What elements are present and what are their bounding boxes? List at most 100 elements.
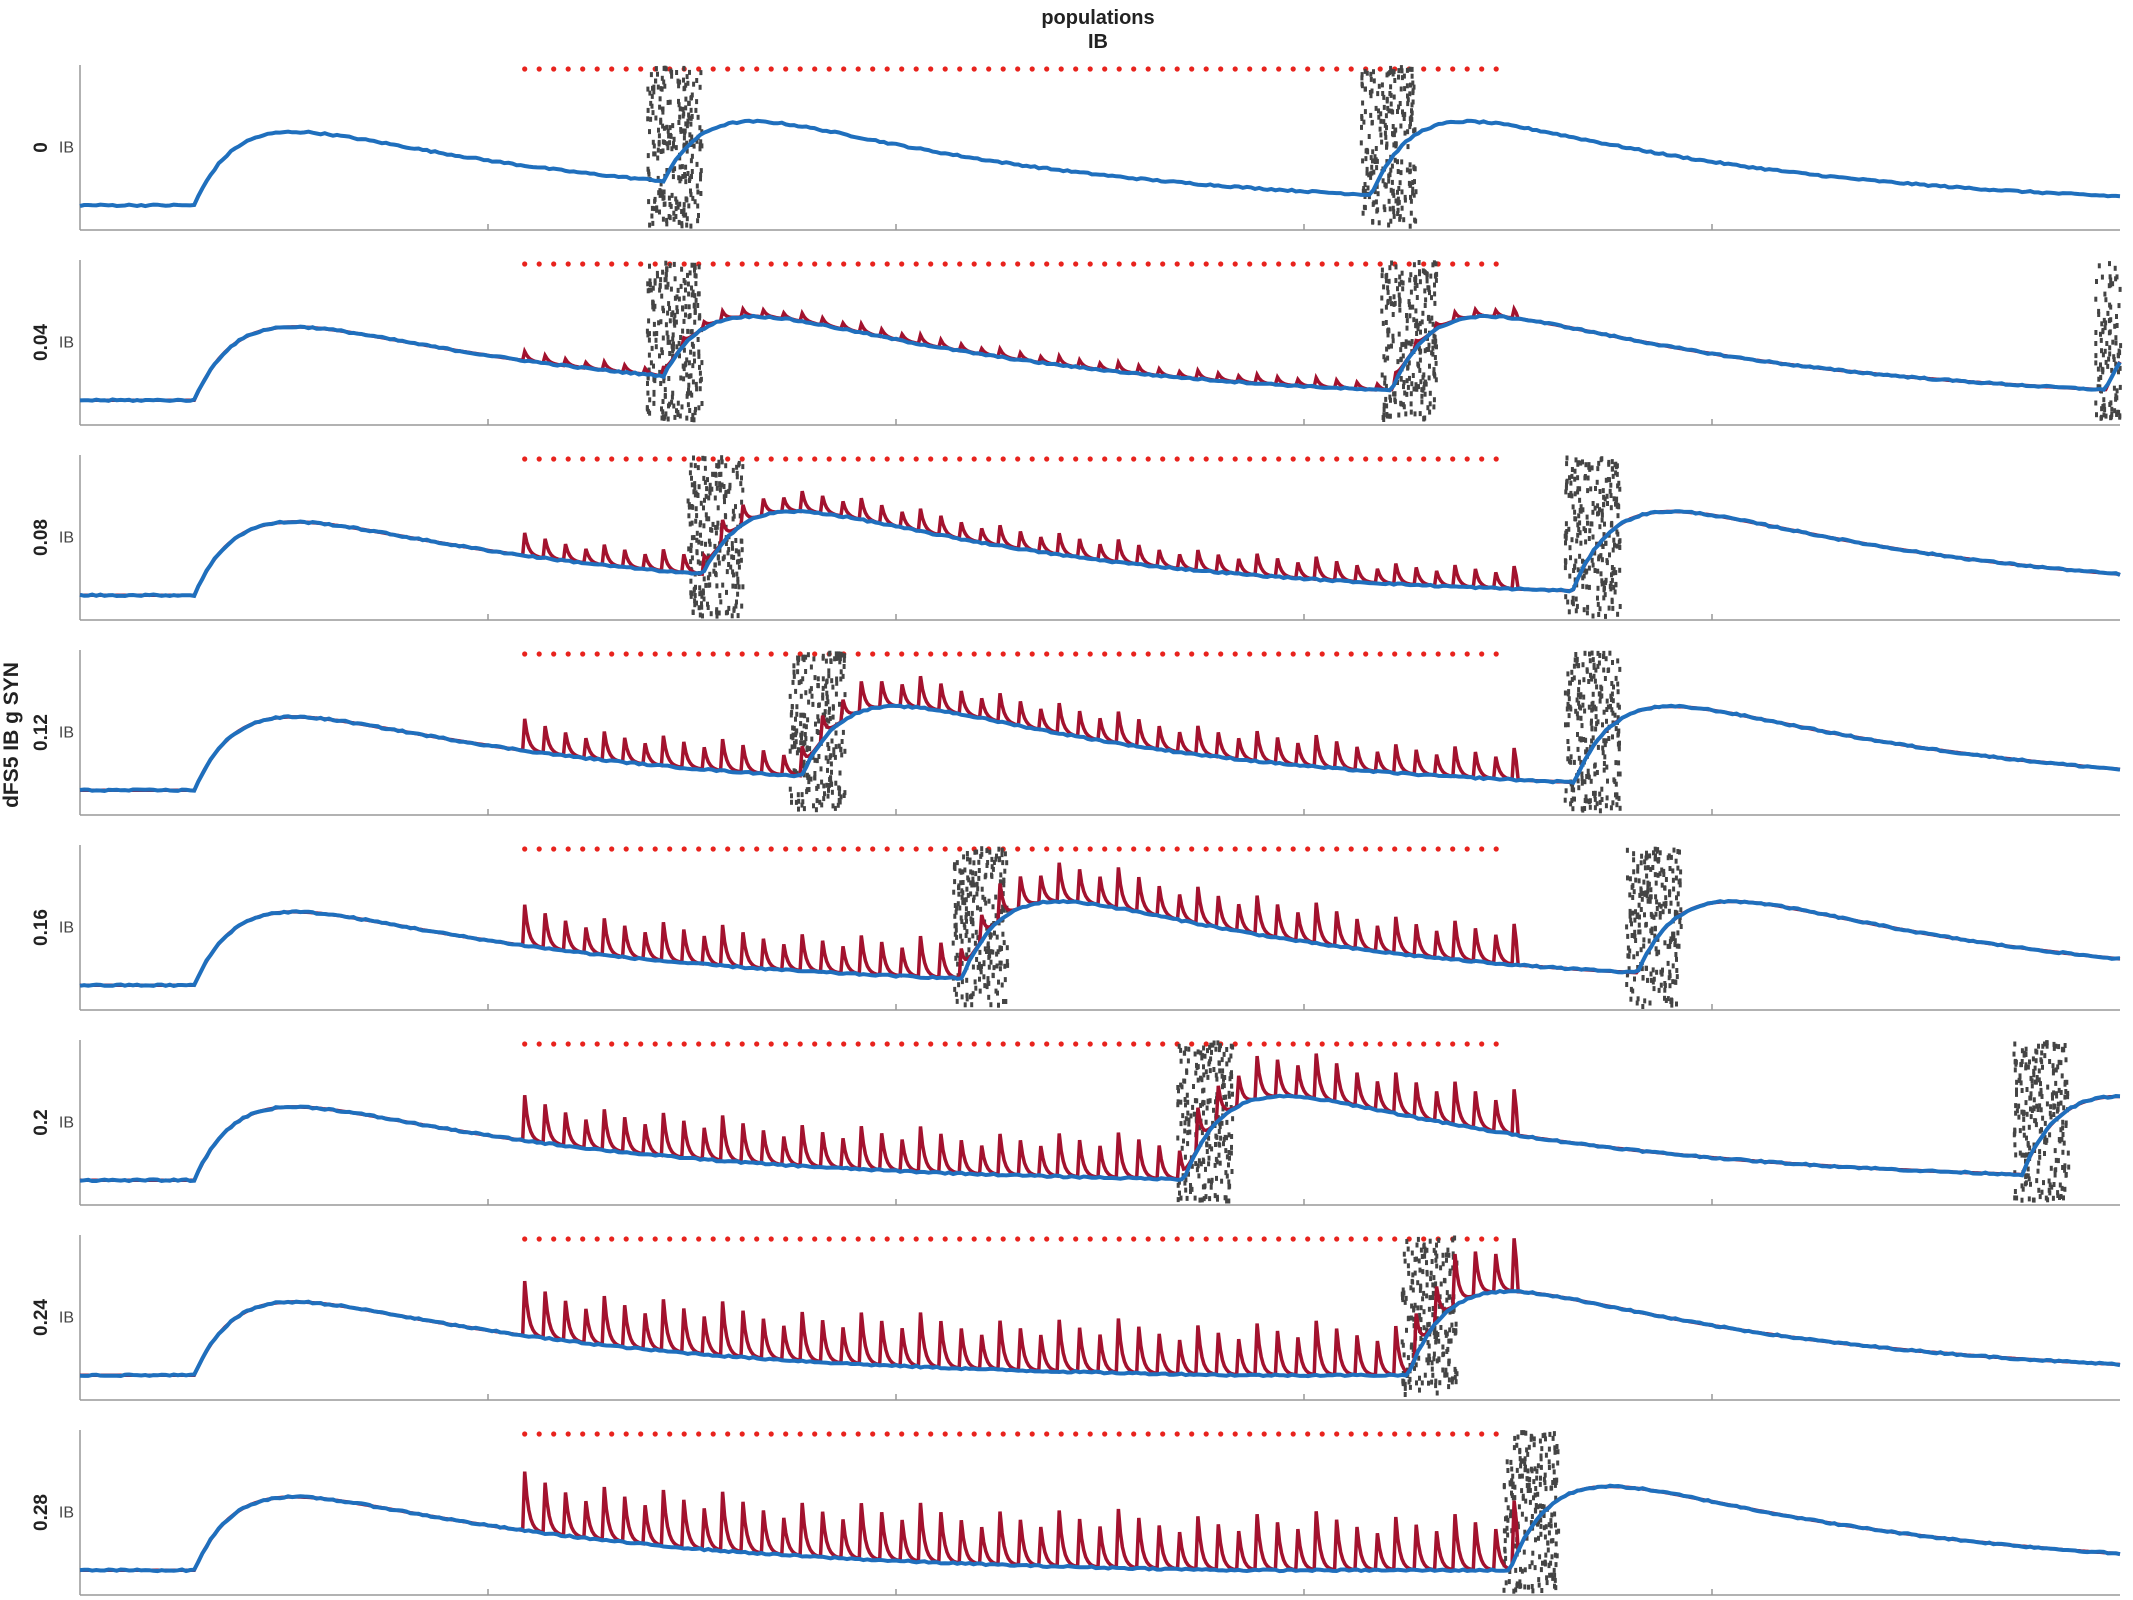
- stim-dot: [551, 456, 557, 462]
- spike-mark: [975, 849, 979, 855]
- spike-mark: [819, 766, 823, 772]
- spike-mark: [688, 521, 692, 527]
- spike-mark: [1399, 86, 1403, 92]
- spike-mark: [1588, 466, 1592, 472]
- stim-dot: [522, 66, 528, 72]
- spike-mark: [1403, 1258, 1407, 1264]
- spike-mark: [677, 340, 681, 346]
- spike-mark: [838, 659, 842, 665]
- stim-dot: [1232, 651, 1238, 657]
- spike-mark: [967, 937, 971, 943]
- spike-mark: [666, 334, 670, 340]
- spike-mark: [1387, 178, 1391, 184]
- spike-mark: [1431, 339, 1435, 345]
- spike-mark: [1593, 568, 1597, 573]
- spike-mark: [821, 695, 825, 701]
- spike-mark: [805, 787, 809, 793]
- spike-mark: [1225, 1047, 1229, 1052]
- spike-mark: [1224, 1170, 1228, 1176]
- row-value-label: 0.28: [31, 1494, 52, 1531]
- spike-mark: [1568, 545, 1572, 551]
- spike-mark: [1598, 653, 1602, 658]
- stim-dot: [1305, 651, 1311, 657]
- spike-mark: [659, 277, 663, 283]
- spike-mark: [1406, 97, 1410, 103]
- spike-mark: [1383, 130, 1387, 136]
- spike-mark: [1455, 1371, 1459, 1377]
- stim-dot: [1058, 66, 1064, 72]
- spike-mark: [671, 123, 675, 129]
- stim-dot: [580, 261, 586, 267]
- stim-dot: [1203, 846, 1209, 852]
- spike-mark: [1184, 1187, 1188, 1193]
- spike-mark: [1403, 194, 1407, 200]
- spike-mark: [1519, 1459, 1523, 1465]
- spike-mark: [660, 406, 663, 412]
- spike-mark: [1535, 1468, 1539, 1474]
- spike-mark: [965, 977, 969, 983]
- spike-mark: [824, 683, 828, 689]
- spike-mark: [1393, 128, 1397, 134]
- spike-mark: [1529, 1520, 1533, 1526]
- spike-mark: [1658, 871, 1662, 877]
- spike-mark: [665, 217, 669, 223]
- spike-mark: [1584, 794, 1588, 800]
- spike-mark: [648, 331, 651, 337]
- spike-mark: [1539, 1523, 1543, 1529]
- spike-mark: [1659, 982, 1663, 988]
- spike-mark: [2038, 1128, 2042, 1134]
- blue-trace: [79, 313, 2122, 403]
- spike-mark: [736, 591, 740, 597]
- spike-mark: [1397, 68, 1401, 74]
- spike-mark: [989, 949, 993, 955]
- spike-mark: [1567, 526, 1571, 532]
- spike-mark: [2066, 1094, 2070, 1100]
- stim-dot: [899, 261, 905, 267]
- spike-mark: [1453, 1235, 1457, 1241]
- spike-mark: [1661, 909, 1665, 915]
- spike-mark: [793, 743, 797, 749]
- stim-dot: [725, 1041, 731, 1047]
- spike-mark: [2064, 1057, 2068, 1063]
- spike-mark: [1421, 1296, 1425, 1302]
- stim-dot: [1276, 1041, 1282, 1047]
- spike-mark: [1571, 504, 1575, 510]
- spike-mark: [1595, 770, 1599, 775]
- stim-dot: [609, 1236, 615, 1242]
- spike-mark: [1592, 673, 1596, 679]
- spike-mark: [651, 139, 655, 145]
- spike-mark: [711, 471, 715, 477]
- stim-dot: [812, 1236, 818, 1242]
- spike-mark: [1407, 302, 1411, 307]
- spike-mark: [2022, 1125, 2026, 1131]
- spike-mark: [2017, 1114, 2021, 1120]
- stim-dot: [1421, 1431, 1427, 1437]
- spike-mark: [1635, 951, 1639, 957]
- spike-mark: [1427, 1343, 1431, 1349]
- spike-mark: [2053, 1168, 2057, 1174]
- spike-mark: [1603, 521, 1606, 527]
- spike-mark: [1410, 66, 1414, 72]
- spike-mark: [690, 174, 693, 179]
- spike-mark: [1651, 967, 1655, 973]
- spike-mark: [1663, 940, 1667, 946]
- spike-mark: [678, 106, 682, 112]
- spike-mark: [1578, 520, 1582, 526]
- spike-mark: [1595, 684, 1599, 690]
- stim-dot: [1015, 1431, 1021, 1437]
- spike-mark: [666, 310, 670, 316]
- spike-mark: [2115, 388, 2119, 394]
- spike-mark: [2040, 1189, 2044, 1195]
- stim-dot: [739, 66, 745, 72]
- spike-mark: [679, 335, 683, 340]
- spike-mark: [1399, 400, 1403, 406]
- spike-mark: [1526, 1451, 1530, 1457]
- spike-mark: [1663, 987, 1667, 993]
- spike-mark: [965, 996, 969, 1002]
- spike-mark: [1675, 895, 1678, 901]
- stim-dot: [855, 1431, 861, 1437]
- spike-mark: [1534, 1508, 1538, 1514]
- spike-mark: [1581, 507, 1585, 513]
- spike-mark: [998, 960, 1002, 966]
- spike-mark: [1425, 1271, 1429, 1277]
